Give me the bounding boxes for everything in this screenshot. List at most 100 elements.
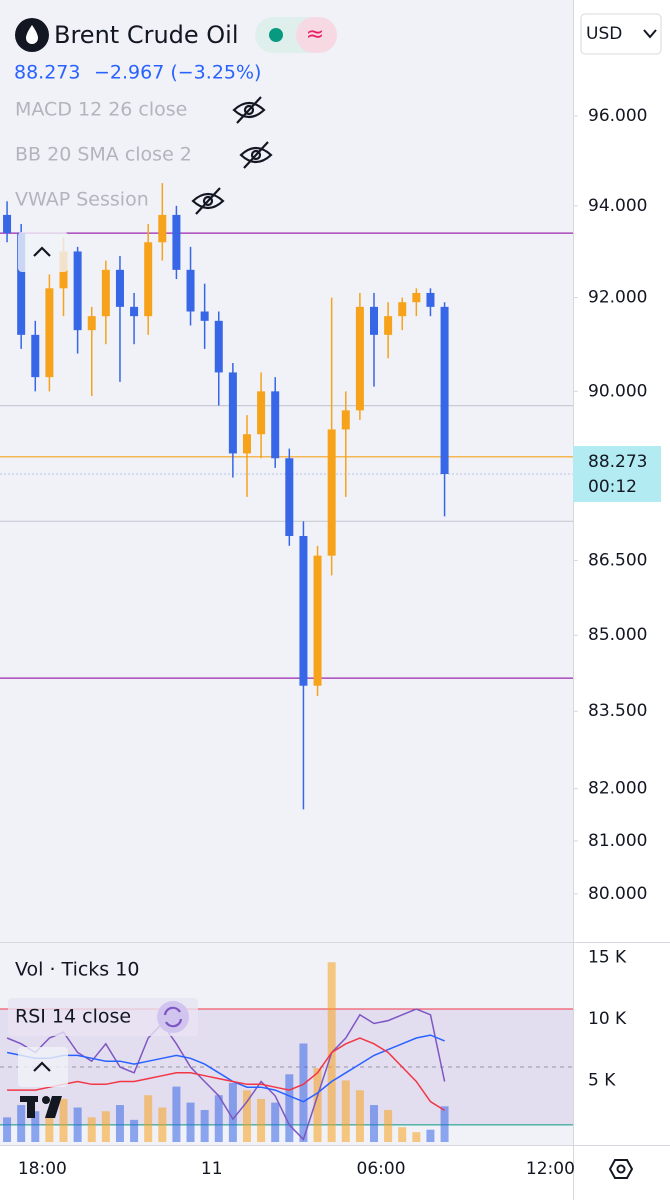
eye-hidden-icon[interactable]: [191, 187, 225, 215]
volume-bar: [45, 1114, 54, 1142]
volume-bar: [59, 1098, 68, 1142]
volume-bar: [285, 1074, 294, 1142]
y-tick-label: 90.000: [588, 381, 647, 401]
volume-bar: [115, 1105, 124, 1142]
y-tick-label: 81.000: [588, 831, 647, 851]
candle-body: [242, 434, 251, 454]
chevron-up: [33, 246, 51, 257]
hidden-icons: [191, 96, 273, 215]
volume-bar: [31, 1111, 40, 1142]
x-tick-label: 11: [201, 1159, 223, 1179]
volume-bar: [257, 1098, 266, 1142]
x-tick-label: 12:00: [526, 1159, 575, 1179]
candle-body: [3, 214, 12, 234]
plot-background: [0, 0, 573, 1145]
volume-bar: [130, 1119, 139, 1142]
bar-countdown: 00:12: [588, 477, 637, 497]
y-tick-label: 92.000: [588, 288, 647, 308]
volume-bar: [144, 1095, 153, 1142]
rsi-legend-bg: [8, 998, 198, 1036]
y-tick-label: 86.500: [588, 551, 647, 571]
candle-body: [144, 242, 153, 317]
candle-body: [172, 214, 181, 270]
eye-pupil: [250, 149, 262, 161]
candle-body: [214, 320, 223, 373]
candle-body: [87, 316, 96, 331]
candle-body: [299, 535, 308, 686]
volume-bar: [341, 1080, 350, 1142]
price-change: −2.967 (−3.25%): [94, 62, 261, 84]
volume-bar: [200, 1109, 209, 1142]
candle-body: [271, 391, 280, 459]
y-tick-label: 80.000: [588, 884, 647, 904]
refresh-icon: [163, 1006, 183, 1028]
volume-bar: [87, 1117, 96, 1142]
candle-body: [31, 334, 40, 378]
collapse-button[interactable]: [18, 1047, 68, 1087]
candle-body: [45, 288, 54, 378]
candle-body: [285, 458, 294, 536]
eye-pupil: [243, 104, 255, 116]
eye-hidden-icon[interactable]: [239, 141, 273, 169]
candle-body: [158, 214, 167, 243]
candle-body: [355, 306, 364, 411]
logo-part: [45, 1096, 62, 1118]
candle-body: [101, 269, 110, 317]
indicator-label[interactable]: MACD 12 26 close: [15, 99, 187, 121]
candle-body: [130, 306, 139, 317]
status-pill-right: [296, 17, 337, 53]
volume-bar: [101, 1111, 110, 1142]
volume-bar: [384, 1109, 393, 1142]
volume-bar: [313, 1068, 322, 1142]
candle-body: [313, 555, 322, 686]
y-tick-label: 82.000: [588, 779, 647, 799]
volume-bar: [355, 1090, 364, 1142]
indicator-label[interactable]: BB 20 SMA close 2: [15, 144, 192, 166]
candle-body: [327, 429, 336, 556]
rsi-line: [7, 1037, 445, 1112]
dropdown-arrow: [643, 29, 657, 39]
y-tick-label: 94.000: [588, 196, 647, 216]
y-tick-label: 83.500: [588, 701, 647, 721]
eye-pupil: [202, 195, 214, 207]
collapse-button[interactable]: [18, 232, 68, 272]
tv-logo: [20, 1096, 62, 1118]
candle-body: [200, 311, 209, 321]
candle-body: [17, 233, 26, 335]
rsi-refresh-button[interactable]: [157, 1001, 189, 1033]
volume-bar: [242, 1090, 251, 1142]
rsi-label: RSI 14 close: [15, 1006, 131, 1028]
indicator-label[interactable]: VWAP Session: [15, 189, 149, 211]
candle-body: [384, 316, 393, 335]
volume-bar: [228, 1082, 237, 1142]
candle-body: [426, 292, 435, 307]
volume-bar: [3, 1117, 12, 1142]
delay-icon: ≈: [306, 22, 324, 47]
chevron-up: [33, 1061, 51, 1072]
y-tick-label: 85.000: [588, 625, 647, 645]
logo-drop: [26, 25, 38, 44]
candle-body: [440, 306, 449, 475]
currency-label: USD: [586, 24, 622, 44]
volume-bar: [158, 1107, 167, 1142]
logo-part: [42, 1096, 50, 1104]
market-open-dot: [269, 28, 283, 42]
volume-tick-label: 15 K: [588, 947, 627, 967]
last-price-badge: [573, 446, 661, 503]
last-price-axis-label: 88.273: [588, 452, 647, 472]
settings-button[interactable]: [608, 1159, 634, 1179]
volume-bar: [299, 1043, 308, 1142]
candle-body: [257, 391, 266, 435]
eye-hidden-icon[interactable]: [232, 96, 266, 124]
volume-bar: [17, 1105, 26, 1142]
last-price: 88.273: [14, 62, 80, 84]
symbol-title: Brent Crude Oil: [54, 21, 239, 49]
volume-bar: [412, 1132, 421, 1142]
currency-select[interactable]: [580, 13, 662, 55]
y-tick-label: 96.000: [588, 106, 647, 126]
x-tick-label: 06:00: [357, 1159, 406, 1179]
settings-dot: [616, 1164, 626, 1174]
volume-bar: [426, 1129, 435, 1142]
volume-tick-label: 5 K: [588, 1070, 616, 1090]
